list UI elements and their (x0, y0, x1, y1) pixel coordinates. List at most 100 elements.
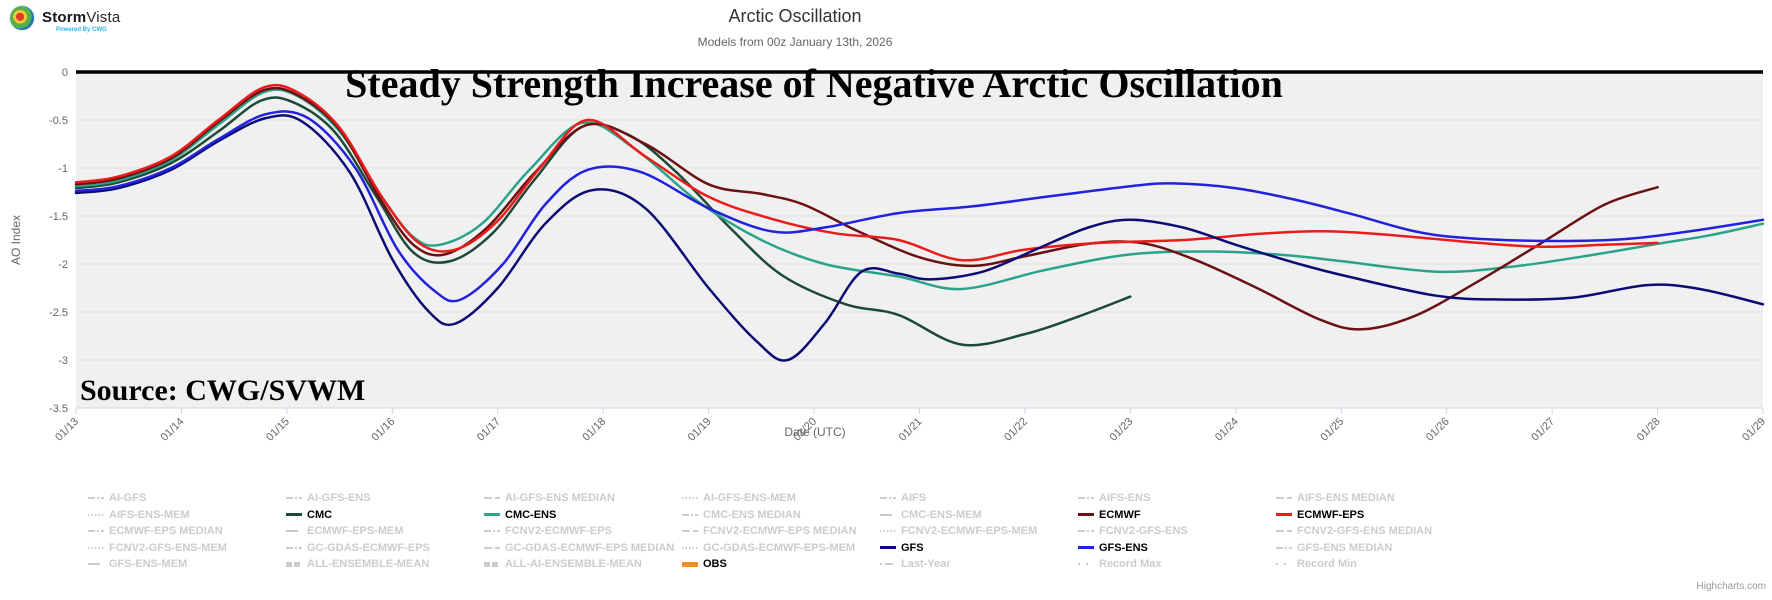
legend-item-fcnv2-gfs-ens-mem[interactable]: FCNV2-GFS-ENS-MEM (88, 542, 286, 554)
legend-item-obs[interactable]: OBS (682, 558, 880, 570)
legend-item-cmc[interactable]: CMC (286, 509, 484, 521)
legend-marker-thicksolid (682, 561, 698, 567)
legend-item-gfs-ens-mem[interactable]: GFS-ENS-MEM (88, 558, 286, 570)
highcharts-credit[interactable]: Highcharts.com (1696, 581, 1766, 592)
legend-label: GC-GDAS-ECMWF-EPS MEDIAN (505, 541, 675, 554)
legend-item-aifs-ens-mem[interactable]: AIFS-ENS-MEM (88, 509, 286, 521)
x-axis-label: 01/19 (686, 416, 714, 444)
legend-label: ECMWF (1099, 508, 1141, 521)
legend-marker-solid (1078, 546, 1094, 550)
legend-label: ECMWF-EPS-MEM (307, 525, 404, 538)
legend-label: AI-GFS-ENS-MEM (703, 492, 796, 505)
legend-label: FCNV2-GFS-ENS-MEM (109, 541, 227, 554)
x-axis-label: 01/25 (1318, 416, 1346, 444)
legend-label: FCNV2-ECMWF-EPS (505, 525, 612, 538)
legend-item-fcnv2-ecmwf-eps-median[interactable]: FCNV2-ECMWF-EPS MEDIAN (682, 525, 880, 537)
x-axis-title: Date (UTC) (784, 425, 845, 439)
legend-item-record-min[interactable]: Record Min (1276, 558, 1474, 570)
legend-marker-dashdot (880, 497, 896, 500)
legend-marker-dot (880, 530, 896, 533)
legend-item-ai-gfs-ens-median[interactable]: AI-GFS-ENS MEDIAN (484, 492, 682, 504)
legend-item-ecmwf[interactable]: ECMWF (1078, 509, 1276, 521)
legend-marker-solid (1078, 513, 1094, 517)
legend-marker-dash (1276, 497, 1292, 500)
legend-marker-solid (880, 546, 896, 550)
legend-item-gc-gdas-ecmwf-eps-mem[interactable]: GC-GDAS-ECMWF-EPS-MEM (682, 542, 880, 554)
legend-item-aifs-ens[interactable]: AIFS-ENS (1078, 492, 1276, 504)
legend-item-gc-gdas-ecmwf-eps-median[interactable]: GC-GDAS-ECMWF-EPS MEDIAN (484, 542, 682, 554)
legend-marker-dash (682, 530, 698, 533)
x-axis-label: 01/22 (1002, 416, 1030, 444)
legend-item-gfs-ens-median[interactable]: GFS-ENS MEDIAN (1276, 542, 1474, 554)
legend-item-all-ensemble-mean[interactable]: ALL-ENSEMBLE-MEAN (286, 558, 484, 570)
y-axis-label: -3 (58, 355, 68, 367)
legend-marker-solid (1276, 513, 1292, 517)
legend-item-fcnv2-gfs-ens-median[interactable]: FCNV2-GFS-ENS MEDIAN (1276, 525, 1474, 537)
legend-item-fcnv2-gfs-ens[interactable]: FCNV2-GFS-ENS (1078, 525, 1276, 537)
chart-title: Arctic Oscillation (728, 6, 862, 26)
y-axis-label: -2 (58, 259, 68, 271)
x-axis-label: 01/24 (1213, 416, 1241, 444)
legend-marker-solid (286, 513, 302, 517)
legend-item-fcnv2-ecmwf-eps[interactable]: FCNV2-ECMWF-EPS (484, 525, 682, 537)
x-axis-label: 01/14 (159, 416, 187, 444)
legend-label: FCNV2-ECMWF-EPS-MEM (901, 525, 1038, 538)
legend-marker-dash (1276, 530, 1292, 533)
legend-marker-longdash (88, 563, 104, 566)
legend-item-cmc-ens-median[interactable]: CMC-ENS MEDIAN (682, 509, 880, 521)
legend-marker-dash (484, 497, 500, 500)
logo-tagline: Powered By CWG (56, 27, 107, 33)
legend-label: ALL-AI-ENSEMBLE-MEAN (505, 558, 642, 571)
y-axis-label: -0.5 (49, 115, 68, 127)
legend-item-fcnv2-ecmwf-eps-mem[interactable]: FCNV2-ECMWF-EPS-MEM (880, 525, 1078, 537)
legend-marker-longdash (880, 513, 896, 516)
legend-marker-dotdash (880, 563, 896, 566)
legend-item-ecmwf-eps-mem[interactable]: ECMWF-EPS-MEM (286, 525, 484, 537)
legend-label: GC-GDAS-ECMWF-EPS (307, 541, 430, 554)
plot-area: 01/13 01/14 01/15 01/16 01/17 01/18 01/19 01/20… (9, 61, 1768, 444)
y-axis-label: -1 (58, 163, 68, 175)
legend-marker-dashdot (682, 513, 698, 516)
legend-item-gfs-ens[interactable]: GFS-ENS (1078, 542, 1276, 554)
legend-item-all-ai-ensemble-mean[interactable]: ALL-AI-ENSEMBLE-MEAN (484, 558, 682, 570)
legend-marker-dashdot (88, 530, 104, 533)
source-annotation: Source: CWG/SVWM (80, 374, 365, 407)
legend-item-ai-gfs-ens[interactable]: AI-GFS-ENS (286, 492, 484, 504)
series-line-gfs-ens (74, 110, 1765, 303)
legend-item-record-max[interactable]: Record Max (1078, 558, 1276, 570)
legend-marker-dot (682, 546, 698, 549)
legend-item-cmc-ens-mem[interactable]: CMC-ENS-MEM (880, 509, 1078, 521)
legend-item-ai-gfs[interactable]: AI-GFS (88, 492, 286, 504)
stormvista-logo[interactable]: StormVista Powered By CWG (10, 5, 140, 39)
y-axis-label: -3.5 (49, 403, 68, 415)
x-axis-label: 01/21 (897, 416, 925, 444)
logo-wordmark: StormVista (42, 9, 120, 26)
legend-label: AI-GFS-ENS (307, 492, 371, 505)
y-axis-title: AO Index (9, 215, 23, 265)
legend-item-aifs[interactable]: AIFS (880, 492, 1078, 504)
legend-item-cmc-ens[interactable]: CMC-ENS (484, 509, 682, 521)
legend-label: Record Min (1297, 558, 1357, 571)
legend-item-gfs[interactable]: GFS (880, 542, 1078, 554)
legend-item-aifs-ens-median[interactable]: AIFS-ENS MEDIAN (1276, 492, 1474, 504)
x-axis-label: 01/29 (1740, 416, 1768, 444)
legend-marker-dots2 (1078, 563, 1094, 566)
legend-item-ai-gfs-ens-mem[interactable]: AI-GFS-ENS-MEM (682, 492, 880, 504)
legend-marker-dashdot (1078, 530, 1094, 533)
legend-label: AIFS (901, 492, 927, 505)
legend-item-gc-gdas-ecmwf-eps[interactable]: GC-GDAS-ECMWF-EPS (286, 542, 484, 554)
x-axis-label: 01/15 (264, 416, 292, 444)
x-axis-label: 01/13 (53, 416, 81, 444)
legend-marker-dots2 (1276, 563, 1292, 566)
legend-label: GFS-ENS (1099, 541, 1148, 554)
x-axis-label: 01/23 (1108, 416, 1136, 444)
legend-item-ecmwf-eps[interactable]: ECMWF-EPS (1276, 509, 1474, 521)
legend-label: FCNV2-GFS-ENS (1099, 525, 1188, 538)
legend-marker-dot (88, 513, 104, 516)
series-line-ecmwf (74, 86, 1659, 331)
legend-item-last-year[interactable]: Last-Year (880, 558, 1078, 570)
legend-item-ecmwf-eps-median[interactable]: ECMWF-EPS MEDIAN (88, 525, 286, 537)
legend-marker-thickdash (484, 561, 500, 567)
legend-marker-dashdot (1276, 546, 1292, 549)
